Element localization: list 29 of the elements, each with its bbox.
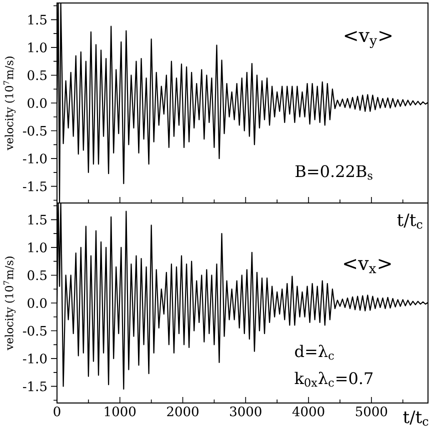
- x-axis-title: t/t$_{c}$: [403, 410, 428, 426]
- y-axis-title: velocity (10$^{7}$m/s): [4, 256, 16, 350]
- x-tick-label: 4000: [292, 406, 324, 416]
- y-tick-label: -1.5: [22, 181, 46, 192]
- annotation: k$_{0x}$λ$_{c}$=0.7: [294, 372, 373, 387]
- y-tick-label: -1.5: [22, 381, 46, 392]
- y-tick-label: 0.0: [28, 98, 47, 108]
- annotation: B=0.22B$_{s}$: [296, 165, 372, 180]
- y-tick-label: 1.5: [28, 214, 46, 225]
- y-tick-label: 0.0: [28, 298, 47, 308]
- y-tick-label: 0.5: [28, 70, 46, 80]
- x-tick-label: 5000: [356, 406, 388, 416]
- y-axis-title: velocity (10$^{7}$m/s): [4, 56, 16, 150]
- x-tick-label: 3000: [230, 406, 262, 416]
- x-tick-label: 0: [54, 406, 60, 416]
- y-tick-label: -1.0: [22, 354, 47, 364]
- y-tick-label: 1.5: [28, 14, 46, 25]
- x-tick-label: 1000: [104, 406, 136, 416]
- y-tick-label: -1.0: [22, 154, 47, 164]
- x-axis-title: t/t$_{c}$: [397, 214, 422, 229]
- y-tick-label: 0.5: [28, 270, 46, 280]
- y-tick-label: 1.0: [28, 42, 47, 52]
- y-tick-label: 1.0: [28, 242, 47, 252]
- annotation: <v$_{y}$>: [344, 30, 392, 48]
- x-tick-label: 2000: [167, 406, 198, 416]
- annotation: <v$_{x}$>: [344, 258, 391, 274]
- y-tick-label: -0.5: [22, 126, 46, 136]
- y-tick-label: -0.5: [22, 326, 46, 336]
- annotation: d=λ$_{c}$: [295, 344, 334, 360]
